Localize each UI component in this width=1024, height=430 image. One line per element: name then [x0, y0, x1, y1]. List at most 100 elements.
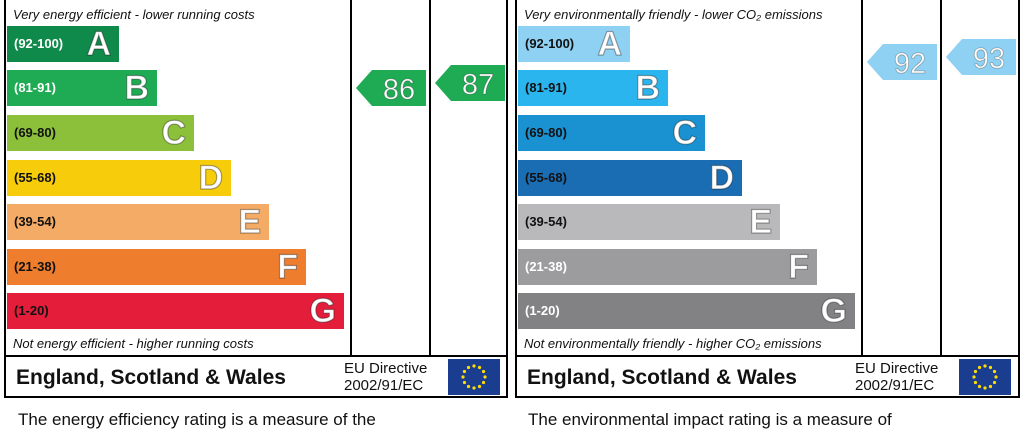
rating-band-c: (69-80) C: [7, 113, 194, 153]
flag-star: [477, 365, 482, 370]
footer-divider: [515, 355, 1020, 357]
band-range-label: (69-80): [525, 125, 567, 140]
footer-divider: [4, 355, 508, 357]
rating-value: 92: [894, 48, 926, 80]
caption-top: Very environmentally friendly - lower CO…: [524, 7, 823, 22]
flag-star: [466, 384, 471, 389]
rating-band-g: (1-20) G: [7, 291, 344, 331]
band-range-label: (92-100): [525, 36, 575, 51]
flag-star: [988, 384, 993, 389]
flag-star: [983, 364, 987, 368]
flag-star: [472, 364, 476, 368]
band-letter: D: [198, 158, 224, 197]
eu-directive: EU Directive 2002/91/EC: [344, 360, 427, 394]
eu-directive: EU Directive 2002/91/EC: [855, 360, 938, 394]
band-letter: G: [820, 291, 848, 330]
chart-frame: [4, 0, 508, 398]
potential-rating-arrow: 87: [435, 65, 505, 101]
band-range-label: (39-54): [14, 214, 56, 229]
rating-band-e: (39-54) E: [7, 202, 269, 242]
current-rating-arrow: 92: [867, 44, 937, 80]
flag-star: [972, 375, 976, 379]
column-divider-potential: [940, 0, 942, 356]
rating-arrow-shape: [946, 39, 1016, 75]
band-letter: F: [277, 247, 299, 286]
band-letter: D: [709, 158, 735, 197]
rating-band-a: (92-100) A: [7, 24, 119, 64]
rating-band-b: (81-91) B: [7, 68, 157, 108]
caption-bottom: Not environmentally friendly - higher CO…: [524, 336, 822, 351]
band-letter: A: [86, 24, 112, 63]
flag-star: [992, 369, 997, 374]
flag-star: [466, 365, 471, 370]
band-letter: B: [635, 68, 661, 107]
band-range-label: (39-54): [525, 214, 567, 229]
column-divider-current: [861, 0, 863, 356]
band-range-label: (1-20): [525, 303, 560, 318]
band-range-label: (55-68): [14, 170, 56, 185]
band-letter: F: [788, 247, 810, 286]
rating-band-e: (39-54) E: [518, 202, 780, 242]
flag-star: [973, 369, 978, 374]
current-rating-arrow: 86: [356, 70, 426, 106]
directive-line1: EU Directive: [855, 360, 939, 377]
flag-star: [483, 375, 487, 379]
energy-efficiency-chart: Very energy efficient - lower running co…: [4, 0, 508, 399]
column-divider-current: [350, 0, 352, 356]
potential-rating-arrow: 93: [946, 39, 1016, 75]
rating-band-d: (55-68) D: [7, 158, 231, 198]
band-range-label: (69-80): [14, 125, 56, 140]
footer-title: England, Scotland & Wales: [16, 366, 286, 389]
flag-star: [472, 386, 476, 390]
directive-line2: 2002/91/EC: [344, 377, 424, 394]
eu-flag-icon: [959, 359, 1011, 395]
column-divider-potential: [429, 0, 431, 356]
band-range-label: (21-38): [525, 259, 567, 274]
rating-value: 87: [462, 69, 494, 101]
flag-star: [481, 380, 486, 385]
rating-band-f: (21-38) F: [7, 247, 306, 287]
rating-value: 93: [973, 43, 1005, 75]
band-letter: E: [749, 202, 773, 241]
rating-band-b: (81-91) B: [518, 68, 668, 108]
flag-star: [988, 365, 993, 370]
flag-star: [977, 365, 982, 370]
rating-band-f: (21-38) F: [518, 247, 817, 287]
flag-star: [992, 380, 997, 385]
flag-star: [977, 384, 982, 389]
directive-line2: 2002/91/EC: [855, 377, 935, 394]
description-text: The energy efficiency rating is a measur…: [18, 410, 376, 429]
band-range-label: (1-20): [14, 303, 49, 318]
rating-arrow-shape: [867, 44, 937, 80]
caption-bottom: Not energy efficient - higher running co…: [13, 336, 254, 351]
flag-star: [973, 380, 978, 385]
rating-value: 86: [383, 74, 415, 106]
rating-arrow-shape: [356, 70, 426, 106]
environmental-impact-chart: Very environmentally friendly - lower CO…: [515, 0, 1020, 399]
band-letter: A: [597, 24, 623, 63]
band-letter: C: [672, 113, 698, 152]
description-text: The environmental impact rating is a mea…: [528, 410, 892, 429]
flag-star: [994, 375, 998, 379]
directive-line1: EU Directive: [344, 360, 428, 377]
band-letter: B: [124, 68, 150, 107]
rating-arrow-shape: [435, 65, 505, 101]
band-range-label: (81-91): [525, 80, 567, 95]
flag-star: [462, 369, 467, 374]
footer-title: England, Scotland & Wales: [527, 366, 797, 389]
flag-star: [481, 369, 486, 374]
band-range-label: (92-100): [14, 36, 64, 51]
band-letter: G: [309, 291, 337, 330]
flag-star: [983, 386, 987, 390]
band-letter: C: [161, 113, 187, 152]
flag-star: [477, 384, 482, 389]
band-letter: E: [238, 202, 262, 241]
flag-star: [462, 380, 467, 385]
band-range-label: (55-68): [525, 170, 567, 185]
band-range-label: (21-38): [14, 259, 56, 274]
rating-band-d: (55-68) D: [518, 158, 742, 198]
chart-frame: [515, 0, 1020, 398]
rating-band-c: (69-80) C: [518, 113, 705, 153]
band-range-label: (81-91): [14, 80, 56, 95]
caption-top: Very energy efficient - lower running co…: [13, 7, 255, 22]
